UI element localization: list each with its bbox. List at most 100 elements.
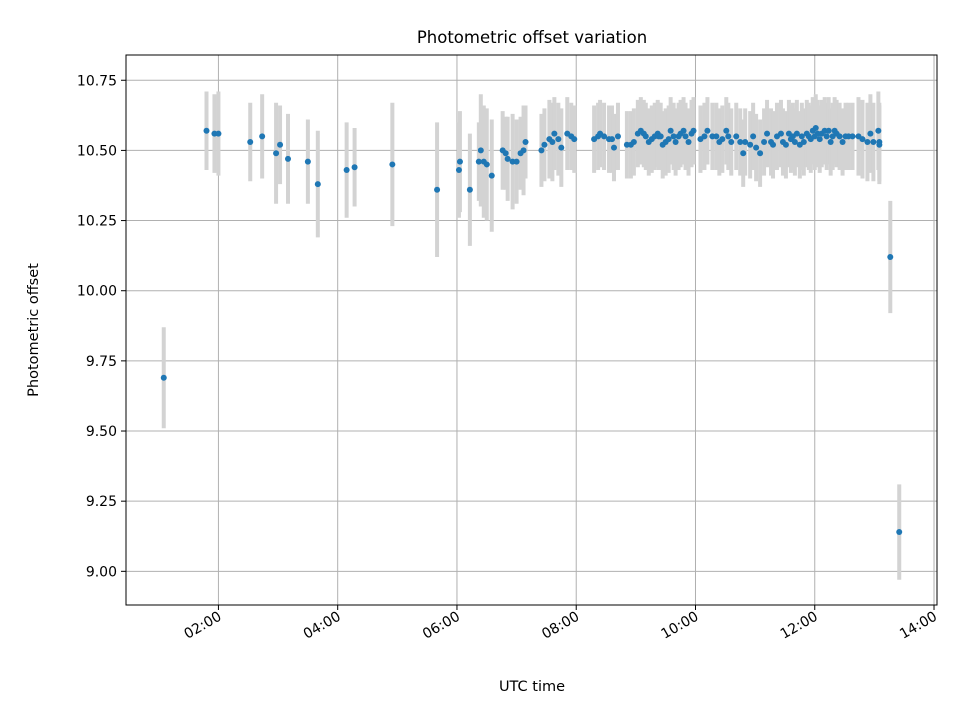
data-point xyxy=(522,138,529,145)
data-point xyxy=(864,138,871,145)
data-point xyxy=(713,133,720,140)
y-axis-label: Photometric offset xyxy=(26,263,42,397)
data-point xyxy=(859,136,866,143)
data-point xyxy=(558,144,565,151)
data-point xyxy=(504,155,511,162)
data-point xyxy=(742,138,749,145)
data-point xyxy=(753,144,760,151)
plot-frame xyxy=(125,54,938,606)
data-point xyxy=(610,144,617,151)
data-point xyxy=(764,130,771,137)
x-axis-ticks: 02:00 04:00 06:00 08:00 10:00 12:00 14:00 xyxy=(181,605,940,643)
data-point xyxy=(549,138,556,145)
data-point xyxy=(800,138,807,145)
data-point xyxy=(456,158,463,165)
data-point xyxy=(685,138,692,145)
data-point xyxy=(827,138,834,145)
data-point xyxy=(601,133,608,140)
data-point xyxy=(667,127,674,134)
y-tick-label: 9.75 xyxy=(86,354,117,370)
data-point xyxy=(273,150,280,157)
data-point xyxy=(761,138,768,145)
data-point xyxy=(740,150,747,157)
x-tick-label: 04:00 xyxy=(301,609,344,643)
data-point xyxy=(816,136,823,143)
y-tick-label: 10.25 xyxy=(77,214,117,230)
data-point xyxy=(571,136,578,143)
data-point xyxy=(750,133,757,140)
data-point xyxy=(770,141,777,148)
data-point xyxy=(747,141,754,148)
data-point xyxy=(475,158,482,165)
data-point xyxy=(757,150,764,157)
data-point xyxy=(259,133,266,140)
data-point xyxy=(793,130,800,137)
data-point xyxy=(798,133,805,140)
data-point xyxy=(836,133,843,140)
data-point xyxy=(434,186,441,193)
data-point xyxy=(896,529,903,536)
data-point xyxy=(285,155,292,162)
data-point xyxy=(630,138,637,145)
data-point xyxy=(555,136,562,143)
y-tick-label: 9.50 xyxy=(86,424,117,440)
data-point xyxy=(867,130,874,137)
data-point xyxy=(455,167,462,174)
data-point xyxy=(614,133,621,140)
data-point xyxy=(215,130,222,137)
data-point xyxy=(277,141,284,148)
chart-title: Photometric offset variation xyxy=(417,28,647,47)
y-axis-ticks: 9.00 9.25 9.50 9.75 10.00 10.25 10.50 10.75 xyxy=(77,73,126,580)
data-point xyxy=(680,127,687,134)
data-point xyxy=(823,133,830,140)
data-point xyxy=(247,138,254,145)
data-point xyxy=(466,186,473,193)
data-point xyxy=(551,130,558,137)
data-point xyxy=(682,133,689,140)
data-point xyxy=(670,133,677,140)
x-tick-label: 08:00 xyxy=(539,609,582,643)
x-tick-label: 06:00 xyxy=(420,609,463,643)
y-tick-label: 9.00 xyxy=(86,564,117,580)
data-point xyxy=(314,181,321,188)
x-tick-label: 12:00 xyxy=(778,609,821,643)
data-point xyxy=(609,136,616,143)
data-point xyxy=(389,161,396,168)
data-point xyxy=(304,158,311,165)
data-point xyxy=(665,136,672,143)
data-point xyxy=(791,138,798,145)
data-point xyxy=(343,167,350,174)
data-point xyxy=(887,254,894,261)
data-point xyxy=(733,133,740,140)
y-tick-label: 10.50 xyxy=(77,143,117,159)
data-point xyxy=(870,138,877,145)
data-point xyxy=(488,172,495,179)
data-point xyxy=(538,147,545,154)
x-axis-label: UTC time xyxy=(499,679,565,695)
data-point xyxy=(502,150,509,157)
x-tick-label: 14:00 xyxy=(897,609,940,643)
data-point xyxy=(701,133,708,140)
data-point xyxy=(704,127,711,134)
data-point xyxy=(672,138,679,145)
data-point xyxy=(541,141,548,148)
data-points xyxy=(160,124,903,536)
data-point xyxy=(719,136,726,143)
data-point xyxy=(812,124,819,131)
data-point xyxy=(351,164,358,171)
data-point xyxy=(777,130,784,137)
error-bars xyxy=(161,91,902,580)
data-point xyxy=(477,147,484,154)
data-point xyxy=(657,133,664,140)
data-point xyxy=(723,127,730,134)
x-tick-label: 02:00 xyxy=(181,609,224,643)
y-tick-label: 10.75 xyxy=(77,73,117,89)
data-point xyxy=(203,127,210,134)
data-point xyxy=(737,138,744,145)
y-tick-label: 9.25 xyxy=(86,494,117,510)
data-point xyxy=(728,138,735,145)
data-point xyxy=(642,133,649,140)
data-point xyxy=(513,158,520,165)
data-point xyxy=(520,147,527,154)
